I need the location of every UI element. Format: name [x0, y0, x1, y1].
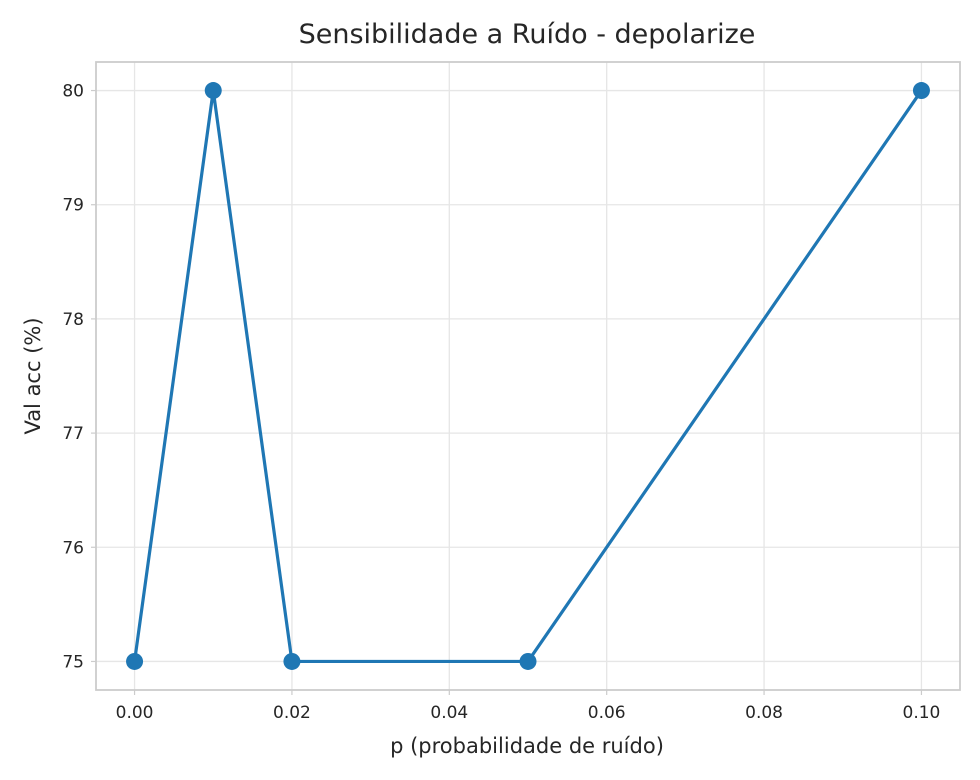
- axis-ticks: 0.00 0.02 0.04 0.06 0.08 0.10 75 76 77 78 79 80: [62, 82, 940, 723]
- plot-frame: [95, 61, 961, 691]
- chart-title: Sensibilidade a Ruído - depolarize: [299, 19, 756, 50]
- y-tick-label: 78: [62, 310, 84, 330]
- data-point: [126, 652, 144, 670]
- y-tick-label: 77: [62, 424, 84, 444]
- x-tick-label: 0.08: [745, 703, 783, 723]
- data-point: [283, 652, 301, 670]
- y-tick-label: 76: [62, 538, 84, 558]
- y-tick-label: 75: [62, 652, 84, 672]
- series-line: [132, 88, 923, 664]
- y-tick-label: 79: [62, 196, 84, 216]
- grid: [96, 62, 960, 690]
- data-point: [912, 82, 930, 100]
- x-axis-label: p (probabilidade de ruído): [390, 734, 664, 758]
- x-tick-label: 0.00: [116, 703, 154, 723]
- series-layer: [126, 82, 930, 670]
- x-tick-label: 0.04: [430, 703, 468, 723]
- y-tick-label: 80: [62, 82, 84, 102]
- data-point: [519, 652, 537, 670]
- x-tick-label: 0.02: [273, 703, 311, 723]
- x-tick-label: 0.06: [588, 703, 626, 723]
- x-tick-label: 0.10: [903, 703, 941, 723]
- y-axis-label: Val acc (%): [21, 317, 45, 434]
- data-point: [204, 82, 222, 100]
